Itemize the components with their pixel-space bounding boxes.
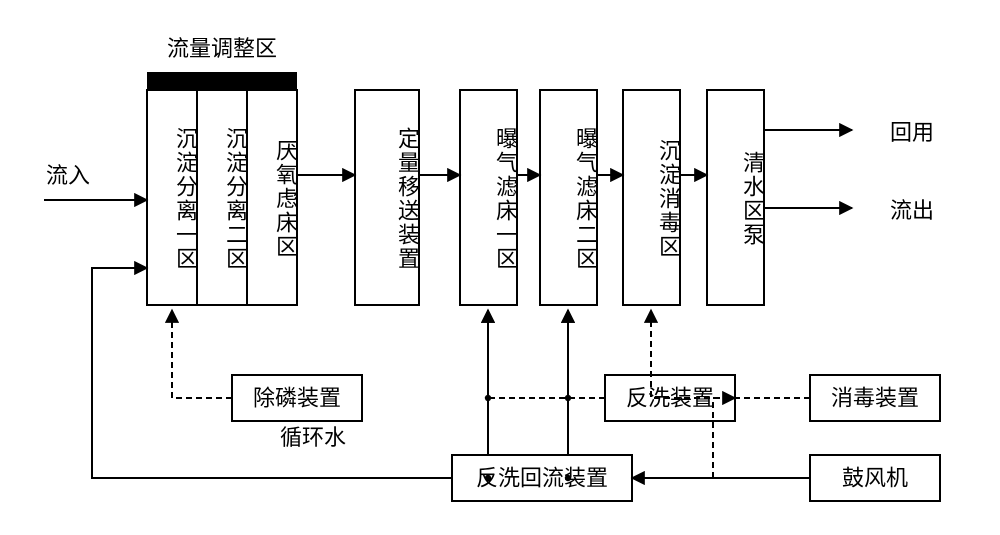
junction-dot-1: [565, 395, 571, 401]
label-sed2: 沉淀分离二区: [197, 96, 247, 301]
label-top: 流量调整区: [167, 36, 277, 61]
label-blower: 鼓风机: [842, 466, 908, 491]
label-meter: 定量移送装置: [355, 96, 419, 301]
junction-dot-0: [485, 395, 491, 401]
label-aer2: 曝气滤床二区: [540, 96, 597, 301]
label-dephos: 除磷装置: [253, 386, 341, 411]
label-aer1: 曝气滤床一区: [460, 96, 517, 301]
label-disinf-dev: 消毒装置: [831, 386, 919, 411]
label-reuse: 回用: [890, 120, 934, 145]
label-disinf: 沉淀消毒区: [623, 96, 680, 301]
label-anox: 厌氧虑床区: [247, 96, 297, 301]
label-outflow: 流出: [890, 198, 934, 223]
junction-dot-2: [485, 475, 491, 481]
label-inflow: 流入: [46, 163, 90, 188]
label-pump: 清水区泵: [707, 96, 764, 301]
label-recirc: 循环水: [280, 425, 346, 450]
label-sed1: 沉淀分离一区: [147, 96, 197, 301]
label-backret: 反洗回流装置: [476, 466, 608, 491]
junction-dot-3: [565, 475, 571, 481]
